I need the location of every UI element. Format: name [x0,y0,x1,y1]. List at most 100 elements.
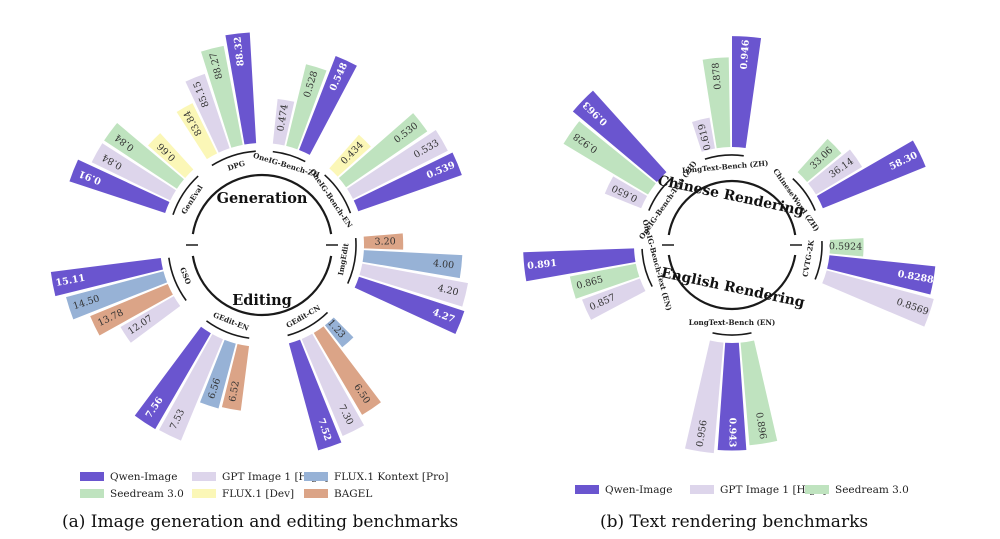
benchmark-arc [324,174,352,214]
benchmark-label: GSO [178,266,193,286]
bar-qwen-image [572,90,667,183]
bar-qwen-image [354,276,465,334]
benchmark-arc [648,178,672,211]
legend-swatch-seedream-3-0 [805,485,829,494]
legend-label-seedream-3-0: Seedream 3.0 [110,488,184,500]
bar-qwen-image [225,32,257,145]
bar-qwen-image [353,152,462,212]
legend-swatch-qwen-image [80,472,104,481]
benchmark-gedit-cn: GEdit-CN 1.236.507.307.52 [285,303,381,451]
data-label: 6.52 [227,380,242,403]
benchmark-arc [704,154,744,160]
benchmark-label: LongText-Bench (ZH) [682,159,769,176]
bar-gpt-image-1-high [692,117,715,152]
legend-label-bagel: BAGEL [334,488,372,500]
hub-label-generation: Generation [217,190,308,207]
legend-label-flux-1-dev: FLUX.1 [Dev] [222,488,294,500]
bar-qwen-image [523,248,636,282]
bar-qwen-image [69,159,170,213]
legend-label-gpt-image-1-high: GPT Image 1 [High] [222,471,329,483]
bar-seedream-3-0 [286,64,327,150]
bar-gpt-image-1-high [359,263,469,307]
benchmark-arc [287,311,329,337]
bar-seedream-3-0 [338,113,428,188]
bar-seedream-3-0 [104,123,184,189]
legend-label-gpt-image-1-high: GPT Image 1 [High] [720,484,827,496]
bar-flux-1-dev [148,133,194,178]
legend-b: Qwen-Image GPT Image 1 [High] Seedream 3.0 [575,484,909,496]
data-label: 0.474 [275,104,290,133]
bar-gpt-image-1-high [91,143,176,201]
bar-seedream-3-0 [563,121,656,195]
bar-seedream-3-0 [797,138,842,183]
legend-swatch-gpt-image-1-high [192,472,216,481]
benchmark-gedit-en: GEdit-EN6.526.567.537.56 [134,310,251,441]
bar-gpt-image-1-high [272,99,295,146]
data-label: 0.891 [527,258,558,272]
data-label: 0.943 [727,418,738,448]
benchmark-arc [172,175,199,215]
legend-swatch-flux-1-kontext-pro [304,472,328,481]
data-label: 88.32 [232,36,246,67]
data-label: 4.20 [436,283,459,299]
benchmark-longtext-bench-en: LongText-Bench (EN) 0.896 0.943 0.956 [685,318,778,454]
bar-bagel [90,284,173,336]
bar-qwen-image [288,339,342,451]
data-label: 0.896 [753,411,768,440]
legend-a: Qwen-Image GPT Image 1 [High] FLUX.1 Konte… [80,471,449,500]
hub-label-english-rendering: English Rendering [660,265,807,311]
benchmark-arc [641,248,653,287]
bar-flux-1-kontext-pro [199,339,236,409]
bar-flux-1-kontext-pro [324,317,354,348]
bar-gpt-image-1-high [604,176,648,209]
benchmark-arc [206,320,250,339]
caption-image-benchmarks: (a) Image generation and editing benchma… [62,512,459,532]
bar-seedream-3-0 [201,45,243,148]
bar-gpt-image-1-high [185,73,230,153]
bar-seedream-3-0 [740,340,778,446]
hub-ring-arc [667,254,797,311]
benchmark-label: LongText-Bench (EN) [689,318,776,327]
bar-bagel [313,326,381,415]
data-label: 4.00 [432,258,454,271]
bar-bagel [363,233,404,250]
hub-ring-arc [667,179,797,236]
benchmark-arc [168,257,187,301]
benchmark-arc [211,150,256,167]
hub-ring-arc [191,255,333,317]
bar-seedream-3-0 [569,263,640,299]
benchmark-label: DPG [226,159,246,173]
bar-gpt-image-1-high [808,149,863,195]
data-label: 3.20 [374,236,395,248]
legend-label-seedream-3-0: Seedream 3.0 [835,484,909,496]
bar-flux-1-dev [176,103,218,160]
benchmark-label: CVTG-2K [801,239,816,278]
bar-qwen-image [134,326,211,430]
legend-label-qwen-image: Qwen-Image [605,484,672,496]
hub-label-editing: Editing [232,292,292,309]
bar-bagel [221,344,250,411]
benchmark-label: ImgEdit [336,242,351,276]
legend-swatch-qwen-image [575,485,599,494]
bar-gpt-image-1-high [685,340,724,454]
legend-swatch-gpt-image-1-high [690,485,714,494]
benchmark-arc [272,150,306,163]
bar-gpt-image-1-high [347,129,448,199]
data-label: 0.878 [711,62,724,90]
bar-qwen-image [717,342,747,451]
bar-qwen-image [816,140,926,209]
bar-qwen-image [50,257,163,297]
data-label: 0.946 [739,39,752,70]
bar-gpt-image-1-high [582,278,646,320]
bar-gpt-image-1-high [159,334,223,441]
hub-ring-arc [191,173,333,235]
benchmark-arc [814,241,823,280]
bar-gpt-image-1-high [301,333,365,436]
